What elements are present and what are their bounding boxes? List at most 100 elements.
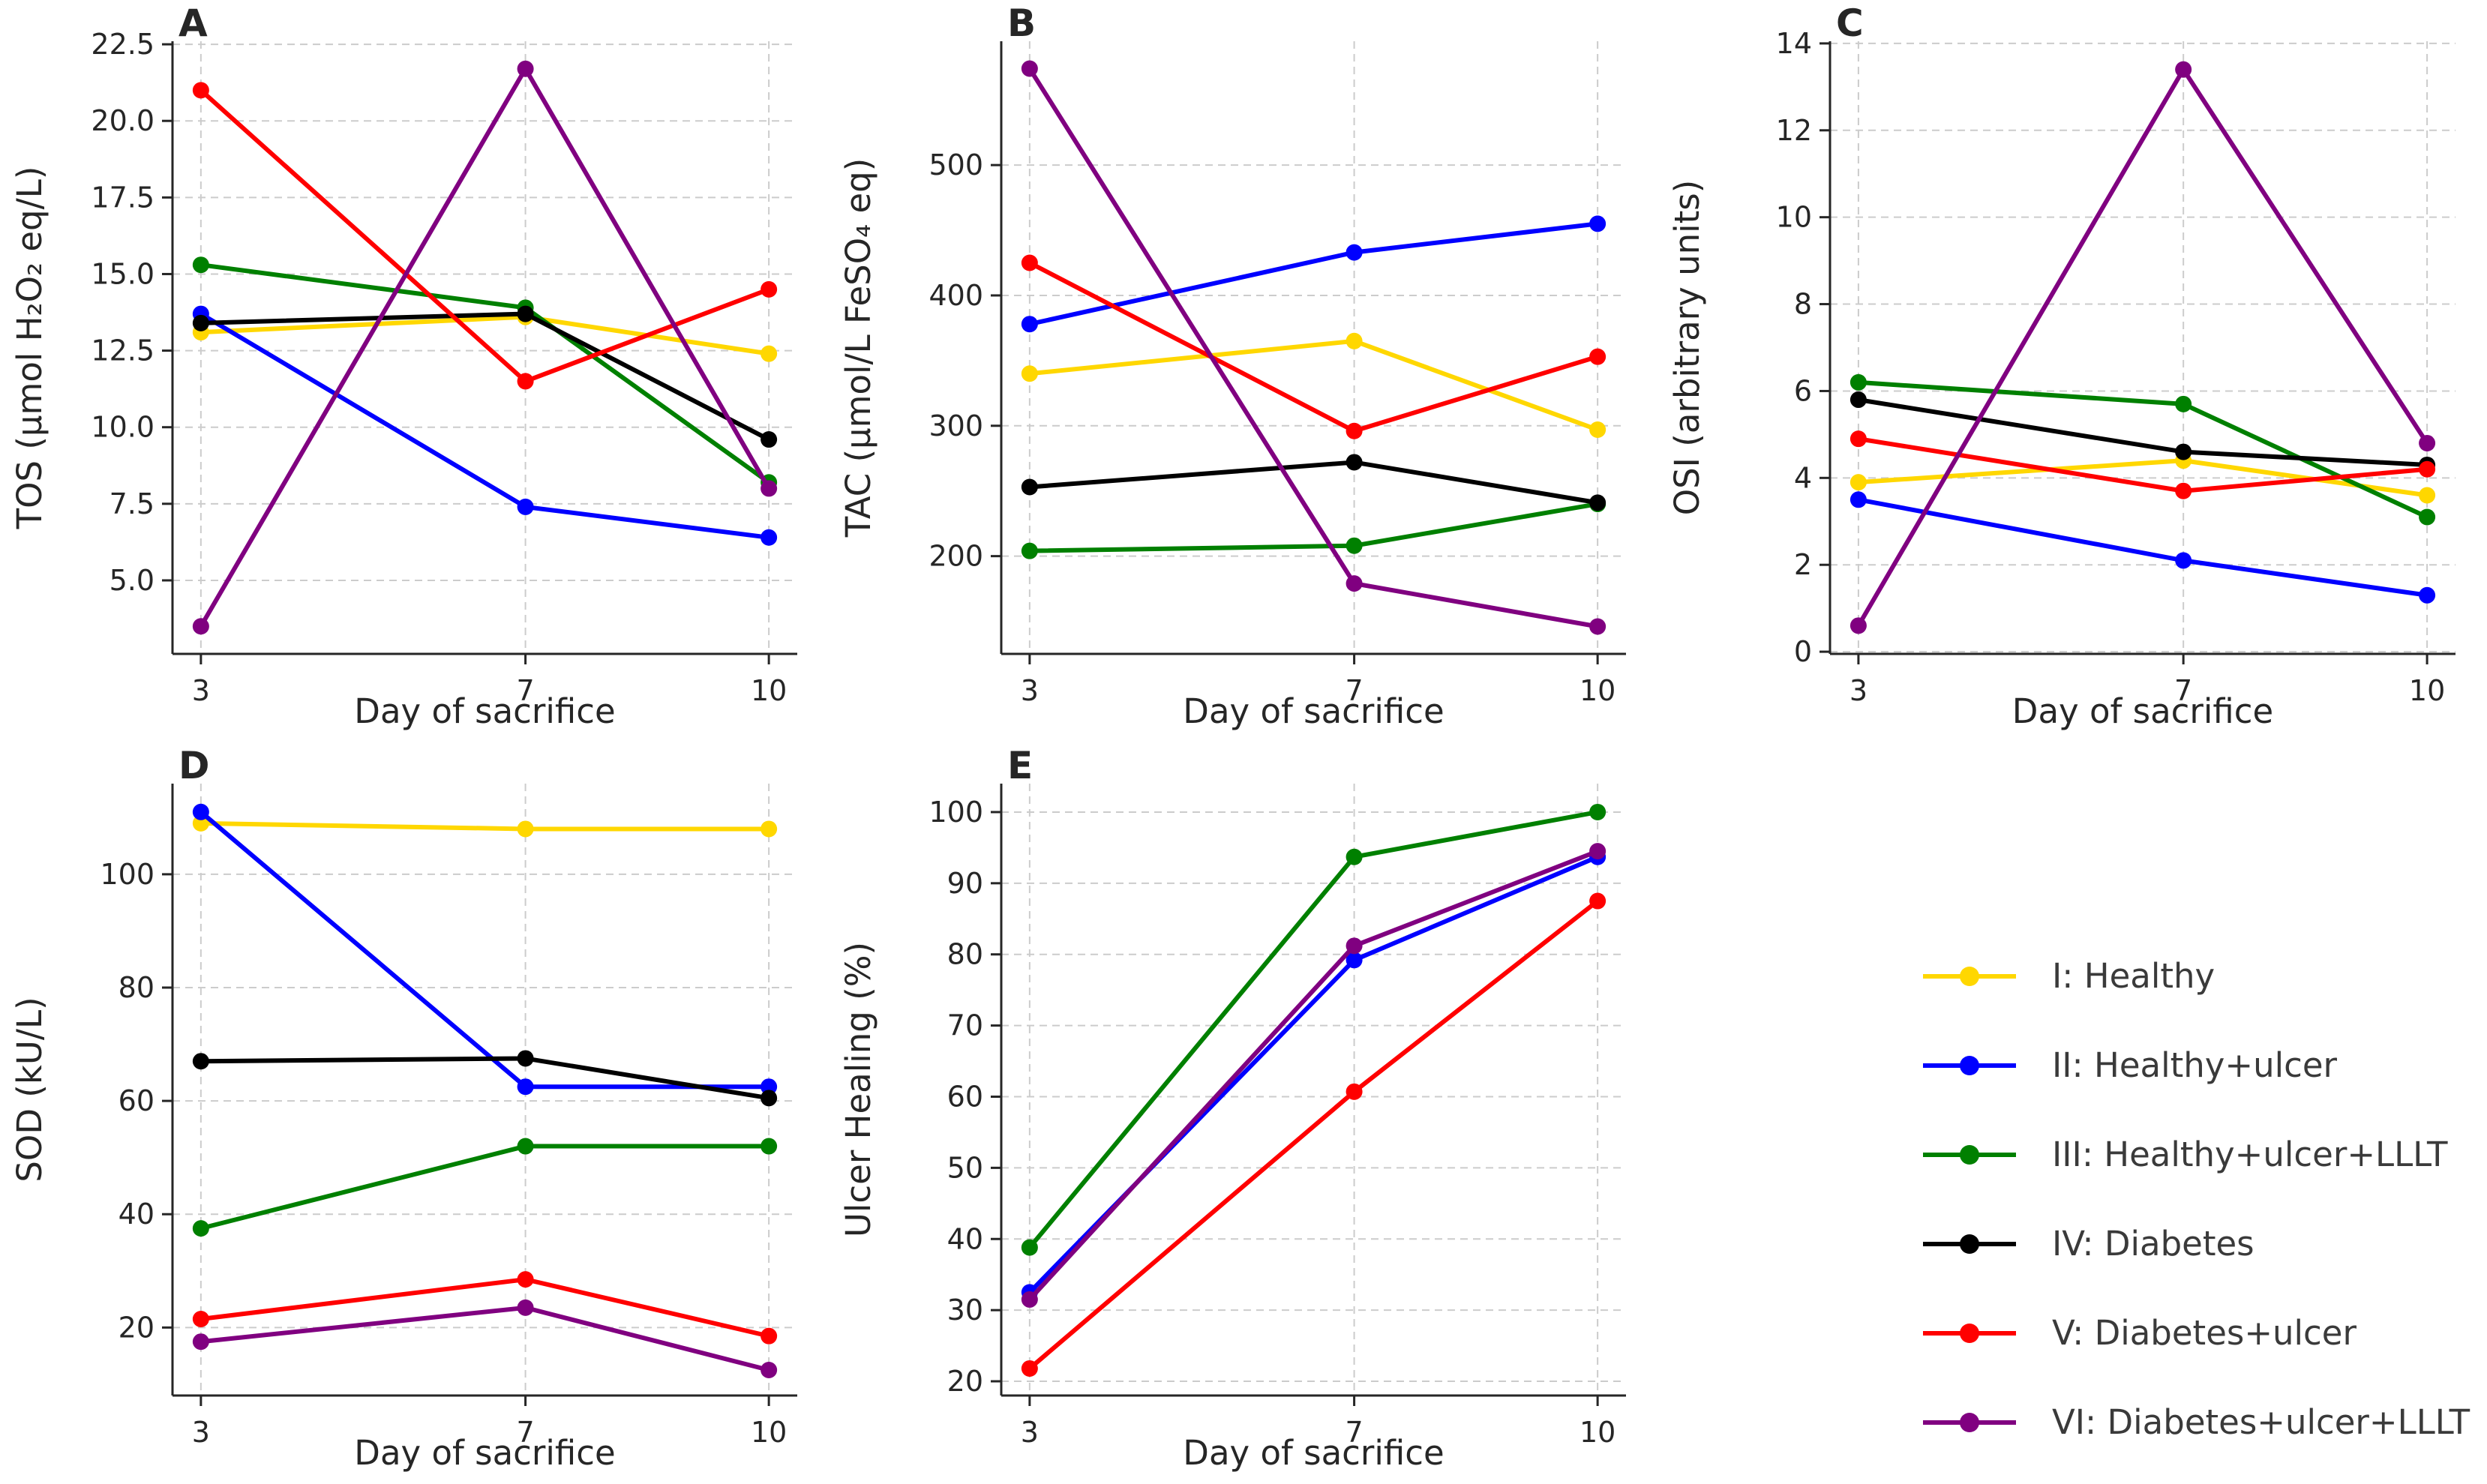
y-tick-label: 200 xyxy=(928,540,983,573)
y-tick-label: 0 xyxy=(1794,635,1812,668)
x-tick-label: 10 xyxy=(2409,674,2445,707)
data-point xyxy=(1850,373,1867,391)
data-point xyxy=(517,305,534,322)
y-axis-label: TOS (μmol H₂O₂ eq/L) xyxy=(10,166,50,530)
data-point xyxy=(1346,575,1363,592)
panel-b-letter: B xyxy=(1007,1,1036,45)
data-point xyxy=(1346,848,1363,865)
y-tick-label: 2 xyxy=(1794,548,1812,581)
panel-a-chart: 5.0 7.5 10.0 12.5 15.0 17.5 20.0 22.5 3 7 10 Day of… xyxy=(10,28,797,731)
legend-label-healthy: I: Healthy xyxy=(2052,956,2216,996)
data-point xyxy=(760,1090,778,1107)
y-tick-label: 80 xyxy=(947,938,983,971)
series-line xyxy=(1856,64,2429,627)
x-tick-label: 3 xyxy=(1021,1416,1039,1449)
x-tick-label: 7 xyxy=(1345,1416,1363,1449)
data-point xyxy=(1589,803,1606,820)
data-point xyxy=(2419,487,2436,504)
data-point xyxy=(760,1078,778,1096)
series-line xyxy=(200,1144,770,1231)
y-tick-label: 70 xyxy=(947,1009,983,1042)
x-axis-label: Day of sacrifice xyxy=(354,1433,615,1473)
series-line xyxy=(1028,67,1598,629)
x-tick-label: 3 xyxy=(192,674,210,707)
panel-d: 20 40 60 80 100 3 7 10 Day of sacrifice SOD (kU/L… xyxy=(0,742,829,1484)
x-tick-label: 3 xyxy=(1021,674,1039,707)
data-point xyxy=(1346,454,1363,471)
data-point xyxy=(517,1078,534,1096)
data-point xyxy=(1346,244,1363,261)
panel-e-letter: E xyxy=(1007,744,1034,787)
legend-marker-healthy-ulcer xyxy=(1923,1055,2016,1075)
y-tick-label: 100 xyxy=(928,796,983,829)
data-point xyxy=(2419,460,2436,478)
data-point xyxy=(517,1050,534,1067)
data-point xyxy=(2419,508,2436,526)
y-tick-label: 10 xyxy=(1776,201,1812,234)
y-tick-label: 5.0 xyxy=(110,564,154,597)
series-line xyxy=(199,810,770,1090)
series-line xyxy=(1028,810,1598,1249)
data-point xyxy=(1346,952,1363,969)
data-point xyxy=(192,803,209,820)
data-point xyxy=(192,314,209,331)
y-tick-label: 60 xyxy=(947,1080,983,1113)
y-tick-label: 6 xyxy=(1794,374,1812,407)
y-axis-label: OSI (arbitrary units) xyxy=(1667,180,1707,516)
y-tick-label: 17.5 xyxy=(91,181,154,214)
series-line xyxy=(1858,397,2428,467)
series-line xyxy=(1029,338,1599,432)
data-point xyxy=(1021,542,1038,559)
data-point xyxy=(1021,365,1038,382)
data-point xyxy=(1589,618,1606,635)
data-point xyxy=(760,820,778,838)
data-point xyxy=(1346,1083,1363,1100)
y-tick-label: 8 xyxy=(1794,288,1812,321)
legend-label-diabetes-ulcer: V: Diabetes+ulcer xyxy=(2052,1313,2356,1353)
data-point xyxy=(1346,537,1363,554)
series-line xyxy=(1029,502,1598,553)
panel-a: 5.0 7.5 10.0 12.5 15.0 17.5 20.0 22.5 3 7 10 Day of… xyxy=(0,0,829,742)
y-tick-label: 20.0 xyxy=(91,104,154,137)
legend-label-diabetes: IV: Diabetes xyxy=(2052,1224,2254,1264)
y-tick-label: 20 xyxy=(118,1311,154,1344)
data-point xyxy=(1021,254,1038,271)
y-tick-label: 12.5 xyxy=(91,334,154,367)
data-point xyxy=(760,529,778,546)
y-tick-label: 100 xyxy=(100,858,154,891)
y-tick-label: 14 xyxy=(1776,27,1812,60)
data-point xyxy=(1589,215,1606,232)
series-line xyxy=(200,1056,770,1101)
data-point xyxy=(1021,1239,1038,1256)
x-tick-label: 7 xyxy=(1345,674,1363,707)
data-point xyxy=(1021,316,1038,333)
data-point xyxy=(192,82,209,99)
x-tick-label: 7 xyxy=(2174,674,2192,707)
y-tick-label: 90 xyxy=(947,867,983,900)
data-point xyxy=(760,1327,778,1345)
data-point xyxy=(1021,478,1038,496)
x-tick-label: 7 xyxy=(516,674,534,707)
legend-marker-healthy xyxy=(1923,966,2016,986)
data-point xyxy=(192,1053,209,1070)
y-axis-label: Ulcer Healing (%) xyxy=(838,942,878,1237)
series-line xyxy=(1028,854,1599,1294)
legend-marker-healthy-ulcer-lllt xyxy=(1923,1144,2016,1165)
y-axis-label: SOD (kU/L) xyxy=(10,997,50,1182)
data-point xyxy=(760,280,778,298)
data-point xyxy=(1021,1360,1038,1377)
data-point xyxy=(760,431,778,448)
y-tick-label: 15.0 xyxy=(91,257,154,290)
panel-c-chart: 0 2 4 6 8 10 12 14 3 7 10 Day of sacrifice OSI (arbi… xyxy=(1667,27,2456,731)
data-point xyxy=(2419,434,2436,451)
x-axis-label: Day of sacrifice xyxy=(354,691,615,731)
data-point xyxy=(1850,491,1867,508)
panel-b-chart: 200 300 400 500 3 7 10 Day of sacrifice TAC (μmo… xyxy=(838,41,1626,731)
legend-item-healthy: I: Healthy xyxy=(1920,956,2487,996)
data-point xyxy=(1589,892,1606,910)
legend-label-healthy-ulcer: II: Healthy+ulcer xyxy=(2052,1045,2338,1085)
y-tick-label: 12 xyxy=(1776,114,1812,147)
y-tick-label: 50 xyxy=(947,1151,983,1184)
legend-item-healthy-ulcer: II: Healthy+ulcer xyxy=(1920,1045,2487,1085)
series-line xyxy=(1858,379,2428,520)
